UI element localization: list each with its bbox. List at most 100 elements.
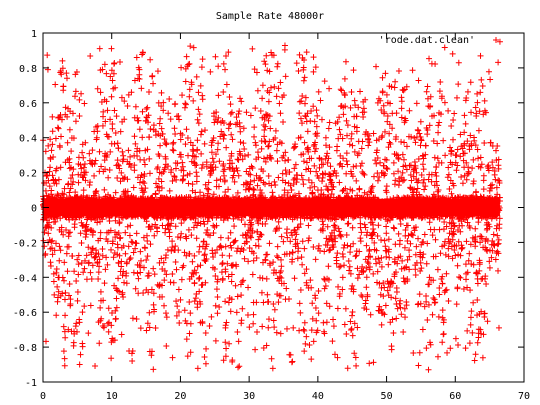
data-point: [395, 230, 402, 237]
data-point: [471, 137, 478, 144]
data-point: [213, 222, 220, 229]
data-point: [324, 159, 331, 166]
data-point: [304, 110, 311, 117]
data-point: [212, 53, 219, 60]
data-point: [53, 312, 60, 319]
data-point: [353, 113, 360, 120]
data-point: [280, 92, 287, 99]
data-point: [233, 114, 240, 121]
data-point: [432, 253, 439, 260]
data-point: [215, 183, 222, 190]
data-point: [453, 301, 460, 308]
data-point: [70, 135, 77, 142]
data-point: [43, 172, 50, 179]
data-point: [150, 290, 157, 297]
data-point: [266, 240, 273, 247]
data-point: [187, 349, 194, 356]
data-point: [181, 249, 188, 256]
data-point: [225, 299, 232, 306]
data-point: [49, 113, 56, 120]
data-point: [321, 78, 328, 85]
data-point: [445, 171, 452, 178]
data-point: [196, 288, 203, 295]
data-point: [89, 245, 96, 252]
data-point: [118, 94, 125, 101]
data-point: [140, 264, 147, 271]
data-point: [65, 180, 72, 187]
data-point: [413, 169, 420, 176]
data-point: [143, 256, 150, 263]
data-point: [209, 155, 216, 162]
data-point: [305, 177, 312, 184]
data-point: [300, 150, 307, 157]
data-point: [362, 96, 369, 103]
data-point: [278, 256, 285, 263]
data-point: [172, 100, 179, 107]
data-point: [265, 298, 272, 305]
data-point: [149, 223, 156, 230]
data-point: [459, 222, 466, 229]
data-point: [215, 114, 222, 121]
data-point: [310, 54, 317, 61]
data-point: [443, 286, 450, 293]
data-point: [319, 227, 326, 234]
chart-title: Sample Rate 48000r: [216, 11, 324, 22]
data-point: [390, 170, 397, 177]
data-point: [326, 85, 333, 92]
data-point: [401, 176, 408, 183]
data-point: [181, 307, 188, 314]
data-point: [352, 354, 359, 361]
data-point: [236, 108, 243, 115]
data-point: [235, 338, 242, 345]
data-point: [120, 156, 127, 163]
data-point: [391, 84, 398, 91]
data-point: [158, 255, 165, 262]
data-point: [104, 238, 111, 245]
data-point: [267, 154, 274, 161]
data-point: [135, 275, 142, 282]
data-point: [273, 93, 280, 100]
data-point: [99, 245, 106, 252]
data-point: [109, 125, 116, 132]
data-point: [474, 270, 481, 277]
data-point: [199, 161, 206, 168]
data-point: [454, 162, 461, 169]
data-point: [210, 134, 217, 141]
data-point: [343, 157, 350, 164]
data-point: [287, 238, 294, 245]
data-point: [334, 143, 341, 150]
data-point: [442, 287, 449, 294]
data-point: [175, 112, 182, 119]
data-point: [78, 165, 85, 172]
data-point: [351, 320, 358, 327]
data-point: [208, 313, 215, 320]
data-point: [442, 251, 449, 258]
data-point: [54, 191, 61, 198]
data-point: [401, 139, 408, 146]
data-point: [129, 315, 136, 322]
data-point: [221, 166, 228, 173]
data-point: [423, 298, 430, 305]
data-point: [103, 254, 110, 261]
data-point: [302, 340, 309, 347]
data-point: [79, 141, 86, 148]
data-point: [354, 324, 361, 331]
data-point: [66, 155, 73, 162]
data-point: [432, 299, 439, 306]
data-point: [133, 316, 140, 323]
data-point: [193, 173, 200, 180]
data-point: [222, 353, 229, 360]
data-point: [67, 296, 74, 303]
data-point: [272, 181, 279, 188]
data-point: [158, 103, 165, 110]
data-point: [164, 163, 171, 170]
data-point: [400, 275, 407, 282]
data-point: [309, 189, 316, 196]
data-point: [385, 144, 392, 151]
data-point: [397, 297, 404, 304]
data-point: [155, 175, 162, 182]
data-point: [241, 152, 248, 159]
data-point: [205, 186, 212, 193]
data-point: [344, 365, 351, 372]
data-point: [222, 53, 229, 60]
